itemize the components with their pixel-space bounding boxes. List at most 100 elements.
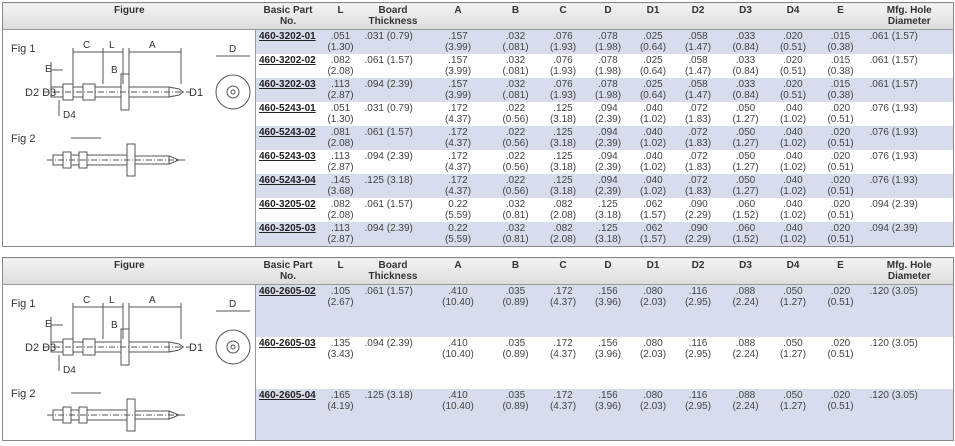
header-text: D2	[691, 5, 705, 16]
value-cell: .040 (1.02)	[630, 174, 676, 198]
part-number[interactable]: 460-3202-03	[255, 78, 321, 102]
table-row: 460-5243-04.145 (3.68) .125 (3.18) .172 (4.3…	[3, 174, 954, 198]
cell-line: .078	[598, 55, 618, 66]
header-text: D1	[646, 260, 660, 271]
value-cell: .125 (3.18)	[360, 174, 426, 198]
part-number[interactable]: 460-3202-01	[255, 29, 321, 54]
cell-line: .072	[688, 175, 708, 186]
cell-line: .015	[830, 79, 851, 90]
cell-line: .062	[643, 223, 663, 234]
part-number[interactable]: 460-3205-03	[255, 222, 321, 247]
value-cell: .020 (0.51)	[815, 336, 866, 389]
cell-line: .076	[553, 31, 573, 42]
cell-line: .060	[735, 199, 756, 210]
figure-label: C	[83, 295, 90, 306]
part-number[interactable]: 460-5243-04	[255, 174, 321, 198]
value-cell: .094 (2.39)	[865, 198, 954, 222]
value-cell: .072 (1.83)	[675, 126, 721, 150]
cell-line: (0.51)	[827, 114, 854, 125]
cell-line: .020	[830, 199, 851, 210]
header-text: L	[337, 260, 344, 271]
cell-line: (1.02)	[639, 138, 667, 149]
cell-line: (0.51)	[827, 210, 854, 221]
cell-line: (3.18)	[594, 234, 622, 245]
cell-line: .058	[688, 55, 708, 66]
value-cell: .035 (0.89)	[490, 388, 541, 441]
cell-line: (0.64)	[639, 66, 667, 77]
cell-line: .116	[688, 286, 708, 297]
table-row: 460-3202-02.082 (2.08) .061 (1.57) .157 (3.9…	[3, 54, 954, 78]
cell-line: (1.93)	[549, 66, 577, 77]
cell-line: .020	[783, 31, 803, 42]
value-cell: .040 (1.02)	[770, 150, 816, 174]
value-cell: .015 (0.38)	[815, 29, 866, 54]
cell-line: .090	[688, 223, 708, 234]
cell-line: .076	[553, 55, 573, 66]
cell-line: .125	[553, 103, 573, 114]
value-cell: .094 (2.39)	[585, 126, 631, 150]
cell-line: (3.99)	[444, 90, 472, 101]
value-cell: .076 (1.93)	[865, 174, 954, 198]
cell-line: (4.19)	[327, 400, 354, 412]
cell-line: (1.83)	[684, 114, 712, 125]
cell-line: (2.29)	[684, 234, 712, 245]
cell-line: .033	[735, 55, 756, 66]
value-cell: .076 (1.93)	[540, 78, 586, 102]
cell-line: (0.89)	[502, 400, 529, 412]
value-cell: .172 (4.37)	[425, 126, 491, 150]
value-cell: .050 (1.27)	[720, 102, 771, 126]
part-number[interactable]: 460-5243-02	[255, 126, 321, 150]
value-cell: .022 (0.56)	[490, 102, 541, 126]
part-number[interactable]: 460-5243-03	[255, 150, 321, 174]
cell-line: (1.02)	[639, 114, 667, 125]
value-cell: .082 (2.08)	[540, 222, 586, 247]
part-number[interactable]: 460-2605-02	[255, 284, 321, 337]
value-cell: .032 (.081)	[490, 29, 541, 54]
cell-line: .061 (1.57)	[869, 55, 918, 66]
cell-line: .125 (3.18)	[364, 175, 413, 186]
value-cell: .076 (1.93)	[540, 54, 586, 78]
cell-line: (10.40)	[442, 348, 474, 360]
header-cell: Mfg. Hole Diameter	[865, 2, 954, 30]
cell-line: (2.39)	[594, 138, 622, 149]
cell-line: .033	[735, 79, 756, 90]
value-cell: .051 (1.30)	[320, 102, 361, 126]
cell-line: (2.87)	[327, 162, 354, 173]
cell-line: .165	[330, 389, 351, 401]
cell-line: (10.40)	[442, 400, 474, 412]
value-cell: .050 (1.27)	[720, 174, 771, 198]
header-text: A	[454, 260, 462, 271]
cell-line: .040	[783, 199, 803, 210]
cell-line: (2.08)	[327, 66, 354, 77]
header-cell: C	[540, 2, 586, 30]
cell-line: .040	[783, 127, 803, 138]
part-number[interactable]: 460-5243-01	[255, 102, 321, 126]
header-cell: Mfg. Hole Diameter	[865, 257, 954, 285]
cell-line: .050	[735, 151, 756, 162]
part-number[interactable]: 460-3202-02	[255, 54, 321, 78]
value-cell: .076 (1.93)	[865, 102, 954, 126]
part-number[interactable]: 460-3205-02	[255, 198, 321, 222]
part-number[interactable]: 460-2605-04	[255, 388, 321, 441]
cell-line: (0.56)	[502, 162, 529, 173]
cell-line: (1.47)	[684, 90, 712, 101]
figure-label: A	[149, 40, 156, 51]
value-cell: .094 (2.39)	[360, 78, 426, 102]
cell-line: .105	[330, 286, 351, 297]
cell-line: (2.24)	[732, 348, 759, 360]
cell-line: .022	[505, 103, 526, 114]
cell-line: .050	[735, 103, 756, 114]
header-text: C	[559, 5, 567, 16]
data-table: Figure Basic Part No. L Board Thickness A B C D D1…	[2, 2, 954, 247]
header-text: D3	[739, 260, 752, 271]
value-cell: .090 (2.29)	[675, 222, 721, 247]
figure-label: D	[229, 299, 236, 310]
header-text: Mfg. Hole	[886, 5, 932, 16]
header-text: B	[511, 5, 520, 16]
value-cell: .120 (3.05)	[865, 388, 954, 441]
part-number[interactable]: 460-2605-03	[255, 336, 321, 389]
cell-line: .061 (1.57)	[364, 55, 413, 66]
value-cell: .410 (10.40)	[425, 388, 491, 441]
